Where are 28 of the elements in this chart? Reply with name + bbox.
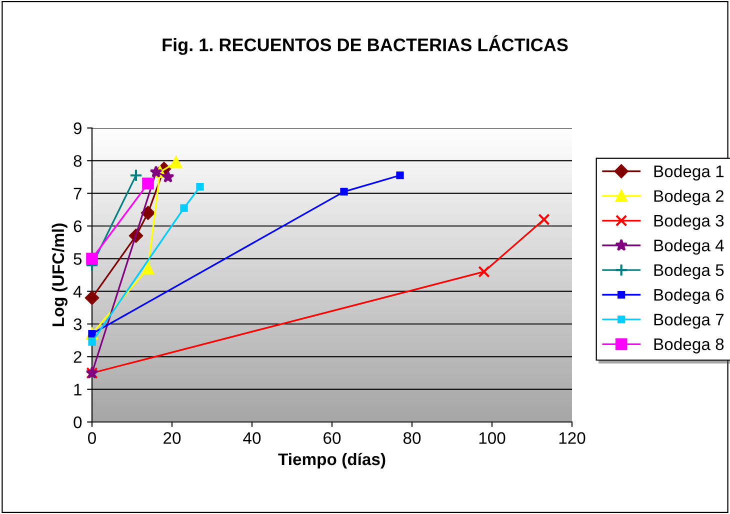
legend-label: Bodega 1 [654,165,724,181]
x-tick-label: 80 [403,432,421,444]
y-tick-label: 3 [74,318,82,330]
y-tick-label: 2 [74,351,82,363]
legend-label: Bodega 6 [654,288,724,304]
x-tick-label: 20 [164,432,181,444]
legend-label: Bodega 5 [654,264,724,280]
y-tick-label: 4 [73,286,82,298]
chart-title: Fig. 1. RECUENTOS DE BACTERIAS LÁCTICAS [162,35,568,55]
legend-label: Bodega 4 [654,239,724,255]
y-tick-label: 0 [74,416,82,428]
x-tick-label: 60 [324,432,341,444]
x-tick-label: 100 [479,432,506,444]
y-tick-label: 6 [74,220,82,232]
x-tick-label: 120 [559,432,586,444]
legend-label: Bodega 3 [654,214,724,230]
y-tick-label: 9 [74,122,82,134]
x-axis-title: Tiempo (días) [278,452,386,468]
y-tick-label: 7 [74,188,82,200]
legend-label: Bodega 2 [654,190,724,206]
y-tick-label: 5 [74,253,82,265]
legend-label: Bodega 7 [654,313,724,329]
legend-label: Bodega 8 [654,338,724,354]
x-tick-label: 0 [88,432,96,444]
x-tick-label: 40 [243,432,261,444]
y-tick-label: 1 [74,384,82,396]
y-axis-title: Log (UFC/ml) [52,224,68,326]
y-tick-label: 8 [74,155,82,167]
